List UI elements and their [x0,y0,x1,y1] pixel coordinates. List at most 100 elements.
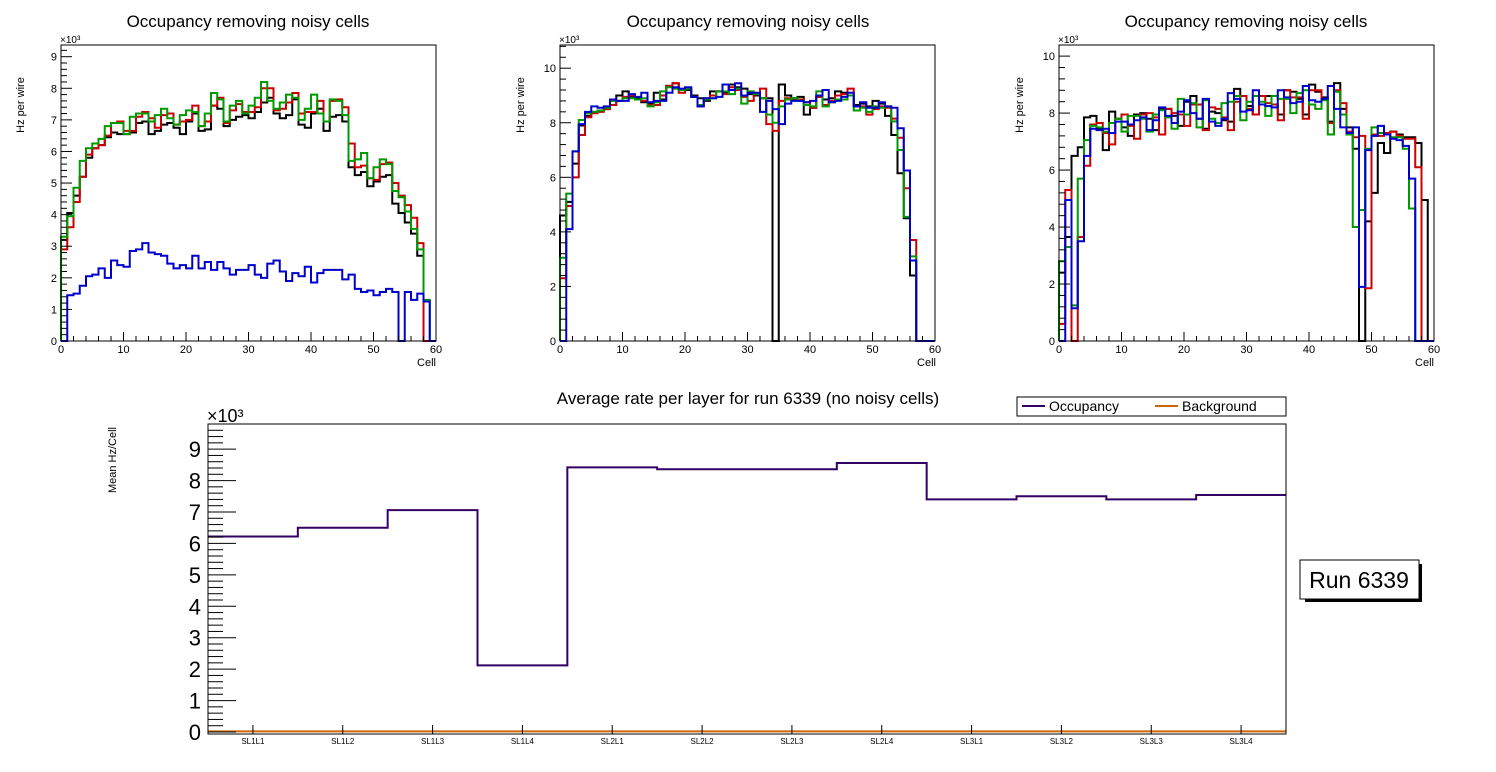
chart-title: Occupancy removing noisy cells [127,12,370,31]
y-tick-label: 1 [189,689,201,714]
series-line-black [60,96,436,342]
y-tick-label: 5 [51,178,57,190]
x-tick-label: 50 [367,344,379,356]
chart-title: Occupancy removing noisy cells [627,12,870,31]
x-tick-label: 40 [804,344,816,356]
series-line-blue [560,82,935,342]
x-category-label: SL2L4 [870,737,894,746]
series-line-black [559,82,935,342]
y-tick-label: 0 [189,720,201,745]
layer-rate-marks: SL1L1 SL1L2 SL1L3 SL1L4 SL2L1 SL2L2 SL2L3 SL2L4… [189,423,1287,746]
series-line-red [60,87,436,342]
series-line-blue [1059,85,1434,342]
y-tick-label: 6 [1049,165,1055,177]
legend-label-background: Background [1182,398,1257,414]
layer-rate-panel: Average rate per layer for run 6339 (no … [107,389,1422,602]
x-tick-label: 0 [557,344,563,356]
y-tick-label: 4 [189,594,201,619]
x-tick-label: 50 [866,344,878,356]
y-tick-label: 2 [1049,279,1055,291]
x-tick-label: 0 [1056,344,1062,356]
histogram-marks-2: 0 10 20 30 40 50 60 0 2 4 6 8 10 [544,44,941,356]
x-category-label: SL2L2 [691,737,715,746]
y-tick-label: 8 [51,83,57,95]
y-tick-label: 8 [550,118,556,130]
chart-title: Occupancy removing noisy cells [1125,12,1368,31]
x-tick-label: 60 [929,344,941,356]
histogram-marks-3: 0 10 20 30 40 50 60 0 2 4 6 8 10 [1043,44,1440,356]
x-tick-label: 20 [679,344,691,356]
x-axis-label: Cell [417,357,436,369]
series-line-occupancy [208,461,1286,667]
y-tick-label: 10 [1043,51,1055,63]
y-axis-label: Hz per wire [1014,77,1026,133]
histogram-panel-1: Occupancy removing noisy cells Hz per wi… [15,12,436,369]
y-tick-label: 0 [1049,336,1055,348]
series-line-red [559,82,935,342]
x-tick-label: 60 [430,344,442,356]
x-tick-label: 10 [1115,344,1127,356]
x-category-label: SL2L1 [601,737,625,746]
x-tick-label: 40 [1303,344,1315,356]
y-axis-label: Hz per wire [515,77,527,133]
y-tick-label: 9 [51,52,57,64]
run-label-frame [1299,559,1420,600]
y-tick-label: 4 [550,227,556,239]
x-tick-label: 30 [1240,344,1252,356]
y-axis-label: Hz per wire [15,77,27,133]
x-tick-label: 60 [1428,344,1440,356]
y-tick-label: 3 [51,241,57,253]
x-category-label: SL3L1 [960,737,984,746]
y-tick-label: 8 [1049,108,1055,120]
y-tick-label: 0 [550,336,556,348]
y-tick-label: 7 [189,500,201,525]
y-tick-label: 4 [51,210,57,222]
y-tick-label: 3 [189,626,201,651]
legend: Occupancy Background [1016,396,1287,417]
x-tick-label: 0 [58,344,64,356]
y-tick-label: 6 [550,172,556,184]
y-tick-label: 5 [189,563,201,588]
y-multiplier-label: ×10³ [207,406,244,426]
y-tick-label: 9 [189,437,201,462]
plot-frame [207,423,1287,735]
y-tick-label: 6 [51,146,57,158]
series-line-green [60,80,436,342]
legend-label-occupancy: Occupancy [1049,398,1119,414]
x-category-label: SL1L2 [331,737,355,746]
x-category-label: SL3L2 [1050,737,1074,746]
x-tick-label: 10 [117,344,129,356]
run-label-box: Run 6339 [1299,559,1422,602]
x-category-label: SL1L4 [511,737,535,746]
y-multiplier-label: ×10³ [60,35,81,46]
histogram-marks-1: 0 10 20 30 40 50 60 0 1 2 3 4 5 6 7 8 9 [51,44,442,356]
x-category-label: SL3L4 [1230,737,1254,746]
chart-title: Average rate per layer for run 6339 (no … [557,389,939,408]
x-axis-label: Cell [1415,357,1434,369]
y-tick-label: 10 [544,63,556,75]
x-tick-label: 20 [1178,344,1190,356]
y-multiplier-label: ×10³ [559,35,580,46]
y-tick-label: 2 [189,657,201,682]
y-multiplier-label: ×10³ [1058,35,1079,46]
y-tick-label: 2 [51,273,57,285]
x-tick-label: 30 [741,344,753,356]
histogram-panel-3: Occupancy removing noisy cells Hz per wi… [1014,12,1434,369]
series-line-blue [61,242,436,342]
x-tick-label: 40 [305,344,317,356]
x-category-label: SL3L3 [1140,737,1164,746]
x-category-label: SL1L1 [241,737,265,746]
y-tick-label: 6 [189,531,201,556]
y-tick-label: 8 [189,469,201,494]
y-tick-label: 1 [51,304,57,316]
run-label: Run 6339 [1309,567,1409,593]
x-tick-label: 10 [616,344,628,356]
x-category-label: SL1L3 [421,737,445,746]
x-tick-label: 20 [180,344,192,356]
y-axis-label: Mean Hz/Cell [107,427,119,493]
x-tick-label: 50 [1365,344,1377,356]
y-tick-label: 4 [1049,222,1055,234]
x-category-label: SL2L3 [780,737,804,746]
series-line-green [559,86,935,342]
